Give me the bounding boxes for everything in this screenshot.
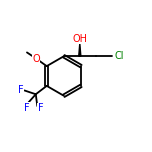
Text: F: F: [38, 103, 43, 113]
Text: O: O: [32, 54, 40, 64]
Text: F: F: [24, 103, 29, 113]
Text: F: F: [18, 85, 24, 95]
Polygon shape: [79, 43, 81, 56]
Text: Cl: Cl: [115, 51, 124, 61]
Text: OH: OH: [72, 34, 87, 44]
